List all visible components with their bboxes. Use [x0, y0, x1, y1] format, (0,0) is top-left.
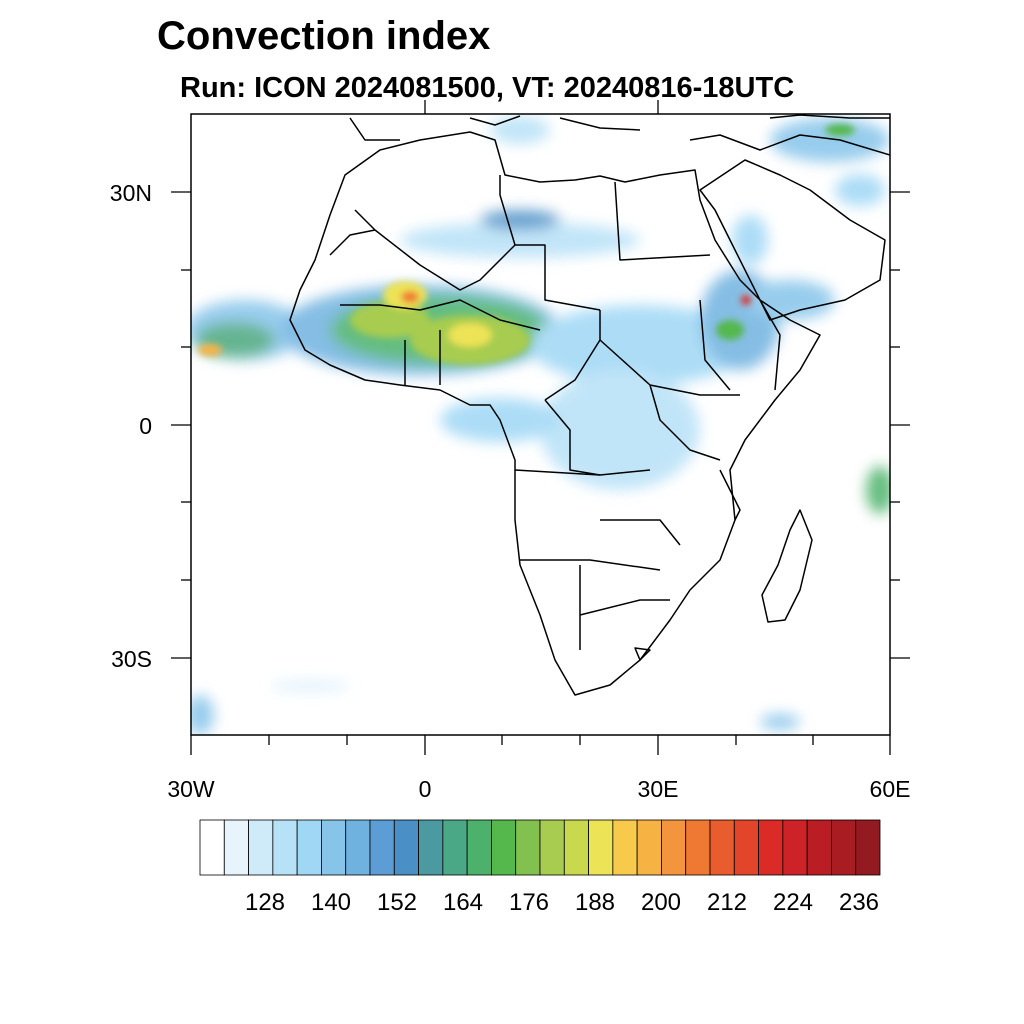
colorbar-label: 200: [640, 889, 682, 916]
lon-label-60e: 60E: [869, 776, 911, 802]
colorbar-swatch: [272, 819, 298, 876]
colorbar-swatch: [199, 819, 225, 876]
axis-ticks: [171, 100, 910, 755]
colorbar-swatch: [758, 819, 784, 876]
lat-label-30s: 30S: [111, 646, 152, 672]
colorbar-label: 176: [508, 889, 550, 916]
colorbar-swatch: [418, 819, 444, 876]
colorbar-label: 188: [574, 889, 616, 916]
colorbar-swatch: [563, 819, 589, 876]
colorbar-swatch: [223, 819, 249, 876]
colorbar-label: 164: [442, 889, 484, 916]
colorbar-swatch: [491, 819, 517, 876]
colorbar-swatch: [733, 819, 759, 876]
colorbar-swatch: [685, 819, 711, 876]
colorbar-swatch: [539, 819, 565, 876]
colorbar-swatch: [248, 819, 274, 876]
colorbar-swatch: [709, 819, 735, 876]
lat-label-0: 0: [139, 413, 152, 439]
colorbar-swatch: [661, 819, 687, 876]
colorbar-swatch: [782, 819, 808, 876]
lon-label-30w: 30W: [167, 776, 215, 802]
colorbar-swatch: [321, 819, 347, 876]
colorbar-swatch: [588, 819, 614, 876]
colorbar-swatch: [345, 819, 371, 876]
colorbar-swatch: [636, 819, 662, 876]
lat-label-30n: 30N: [109, 180, 152, 206]
colorbar-swatch: [612, 819, 638, 876]
colorbar-label: 212: [706, 889, 748, 916]
colorbar-label: 236: [838, 889, 880, 916]
lon-label-0: 0: [418, 776, 432, 802]
colorbar-swatch: [296, 819, 322, 876]
lon-label-30e: 30E: [637, 776, 679, 802]
colorbar-swatch: [855, 819, 881, 876]
colorbar-swatch: [515, 819, 541, 876]
chart-title: Convection index: [157, 14, 491, 58]
colorbar-swatch: [442, 819, 468, 876]
colorbar-swatch: [806, 819, 832, 876]
colorbar-swatch: [369, 819, 395, 876]
colorbar-label: 224: [772, 889, 814, 916]
colorbar-swatch: [831, 819, 857, 876]
colorbar-label: 152: [376, 889, 418, 916]
run-subtitle: Run: ICON 2024081500, VT: 20240816-18UTC: [180, 72, 795, 104]
colorbar-swatch: [466, 819, 492, 876]
colorbar-label: 140: [310, 889, 352, 916]
colorbar-label: 128: [244, 889, 286, 916]
colorbar: [199, 819, 881, 876]
convection-field: [191, 116, 890, 735]
coastlines: [289, 114, 890, 696]
colorbar-swatch: [393, 819, 419, 876]
